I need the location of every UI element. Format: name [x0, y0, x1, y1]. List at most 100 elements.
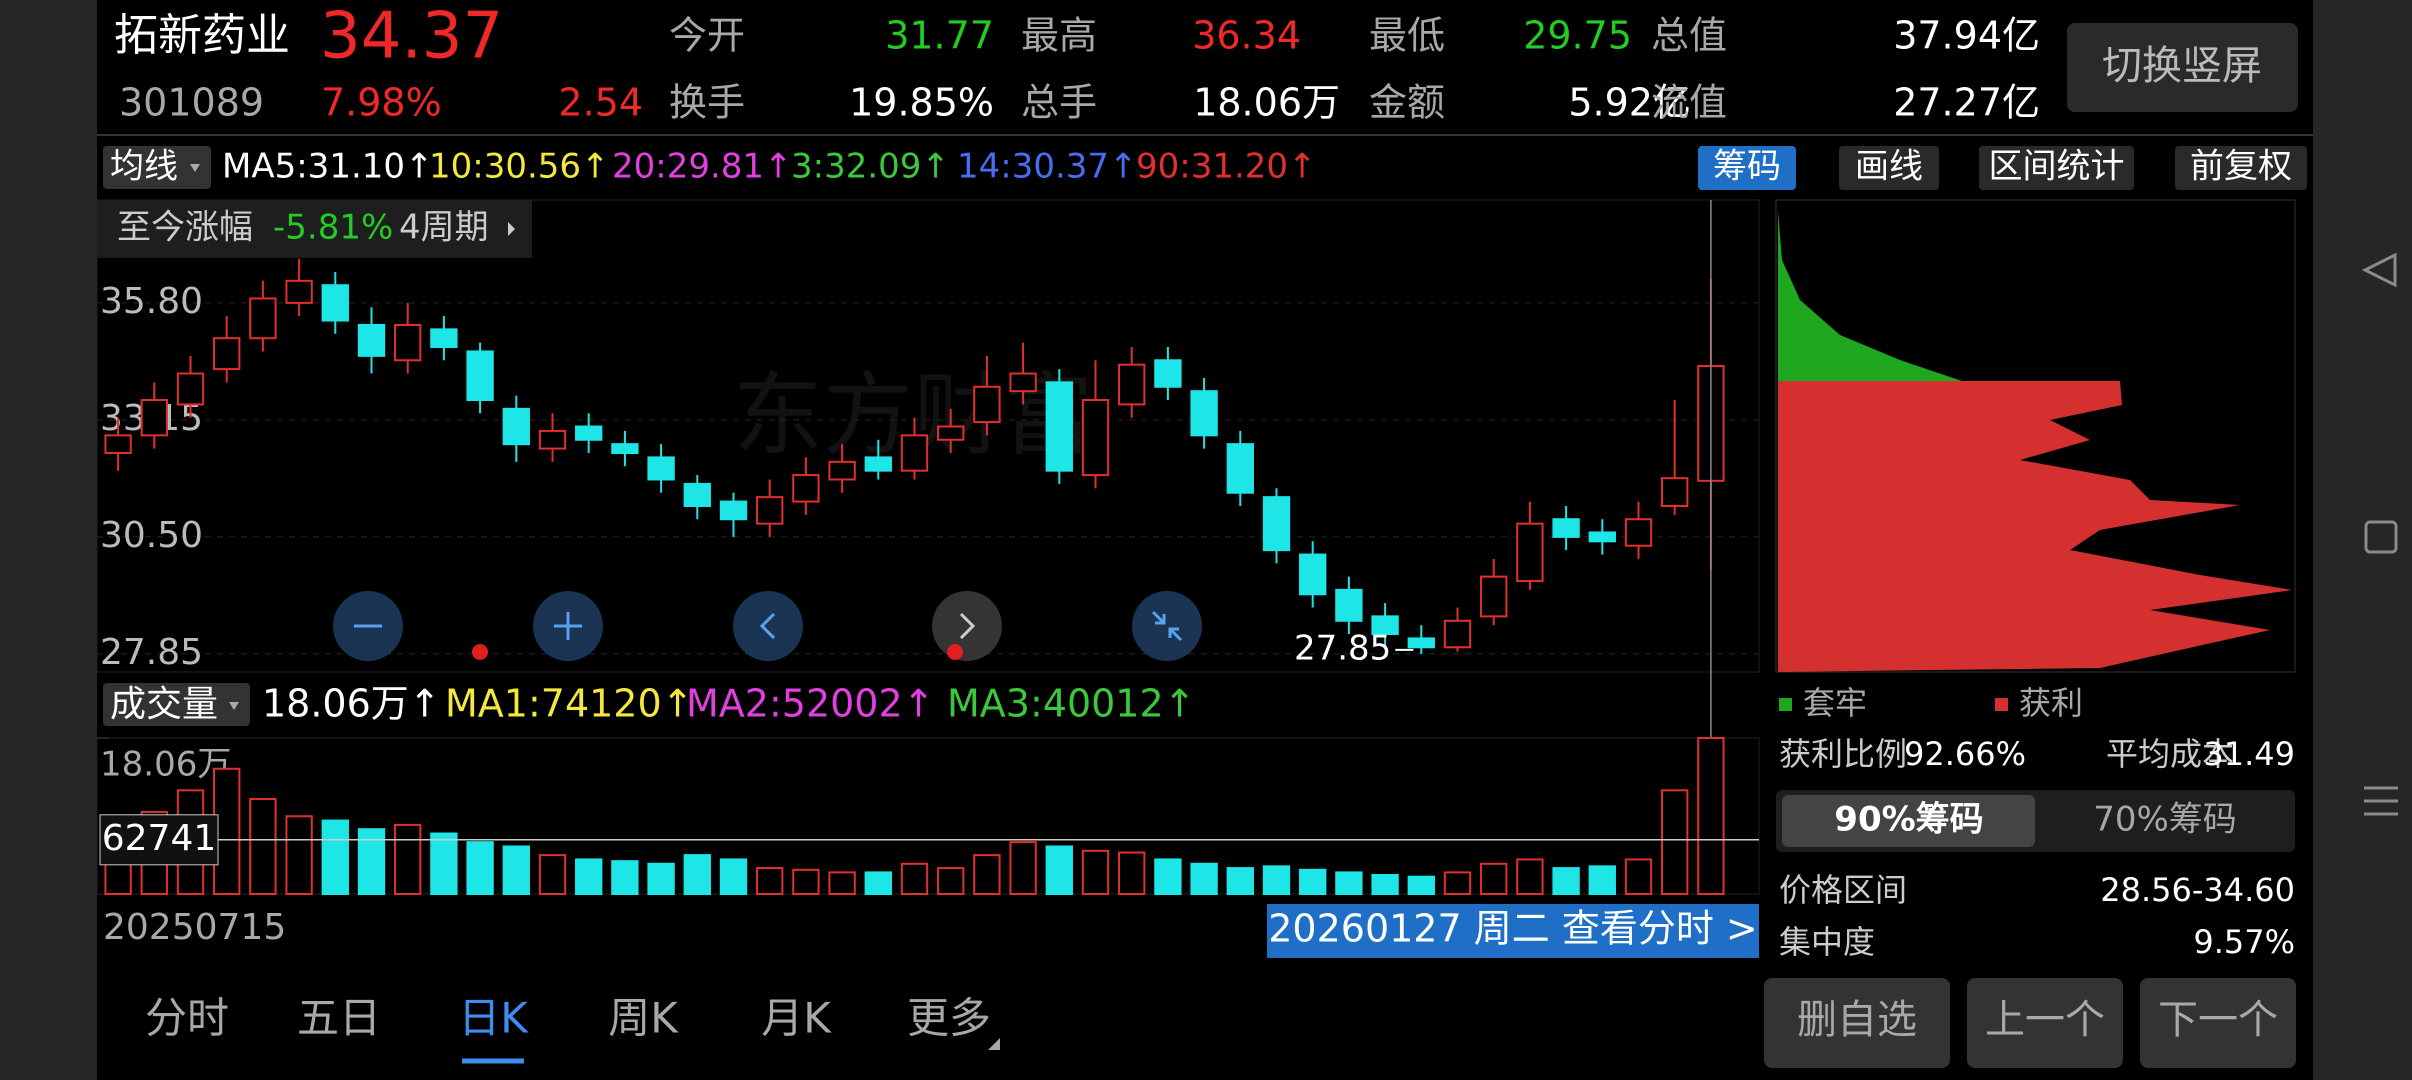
action-button[interactable]	[1764, 978, 1950, 1068]
left-bezel	[0, 0, 97, 1080]
tool-label[interactable]: 区间统计	[1989, 147, 2125, 187]
candle-body	[538, 429, 567, 450]
dropdown-icon	[229, 702, 239, 710]
candle-body	[1335, 588, 1363, 622]
more-icon	[988, 1038, 1000, 1050]
stat-value: 18.06万	[1193, 81, 1340, 125]
candle-body	[430, 328, 458, 349]
candle-body	[1081, 399, 1110, 477]
y-tick-label: 18.06万	[100, 745, 231, 785]
start-date: 20250715	[103, 907, 286, 948]
candle-body	[1443, 619, 1472, 649]
ma-legend: 14:30.37↑	[957, 147, 1138, 187]
candle-body	[321, 284, 349, 322]
tab[interactable]: 分时	[145, 994, 229, 1043]
tab[interactable]: 日K	[458, 994, 529, 1043]
tab[interactable]: 周K	[608, 994, 679, 1043]
action-label[interactable]: 下一个	[2158, 997, 2278, 1043]
volume-bar	[792, 868, 820, 896]
volume-bar	[1588, 865, 1616, 896]
candle-body	[611, 443, 639, 454]
toggle-label[interactable]: 90%筹码	[1834, 800, 1983, 840]
volume-bar	[1009, 841, 1037, 895]
candle-body	[213, 337, 241, 371]
ratio-label: 获利比例	[1779, 735, 1907, 773]
zoom-control[interactable]	[932, 591, 1002, 661]
tab[interactable]: 五日	[297, 994, 381, 1043]
volume-bar	[1335, 871, 1363, 896]
conc-value: 9.57%	[2193, 923, 2295, 961]
tool-button[interactable]	[2175, 146, 2307, 190]
volume-legend: 18.06万↑	[262, 682, 441, 726]
volume-legend: MA3:40012↑	[947, 682, 1195, 726]
action-label[interactable]: 删自选	[1797, 997, 1917, 1043]
tool-button[interactable]	[1839, 146, 1939, 190]
stat-label: 总手	[1021, 81, 1097, 125]
change-pct: 7.98%	[321, 81, 442, 125]
dropdown-icon	[190, 164, 200, 172]
volume-bar	[1154, 858, 1182, 895]
tab[interactable]: 更多	[907, 994, 991, 1043]
volume-bar	[611, 860, 639, 896]
date-box[interactable]	[1267, 904, 1759, 958]
nav-menu[interactable]	[2364, 786, 2398, 816]
volume-bar	[1697, 737, 1725, 895]
tool-button[interactable]	[1698, 146, 1796, 190]
date-link[interactable]: 20260127 周二 查看分时 >	[1268, 907, 1758, 951]
volume-bar	[1226, 867, 1254, 895]
chip-trapped	[1778, 211, 1962, 381]
control-icon	[759, 612, 776, 640]
volume-bar	[1443, 871, 1472, 896]
candle-body	[973, 385, 1001, 424]
candle-body	[756, 496, 784, 525]
stat-value: 27.27亿	[1893, 81, 2040, 125]
volume-bar	[647, 862, 675, 896]
stat-value: 31.77	[885, 14, 994, 58]
volume-bar	[430, 832, 458, 896]
volume-bar	[1045, 845, 1073, 896]
ma-button[interactable]	[103, 146, 211, 189]
volume-bar	[1262, 865, 1291, 896]
tab[interactable]: 月K	[761, 994, 832, 1043]
chip-toggle-selected[interactable]	[1782, 795, 2035, 847]
toggle-label[interactable]: 70%筹码	[2093, 800, 2237, 840]
volume-bar	[973, 854, 1001, 896]
candle-body	[285, 279, 313, 304]
volume-bar	[864, 871, 892, 896]
nav-back[interactable]	[2361, 252, 2397, 288]
legend-swatch	[1779, 698, 1792, 711]
legend-label: 套牢	[1803, 684, 1867, 722]
legend-label: 获利	[2019, 684, 2083, 722]
switch-button[interactable]	[2067, 23, 2298, 112]
ma-legend: MA5:31.10↑	[222, 147, 434, 187]
tool-label[interactable]: 画线	[1855, 147, 1923, 187]
action-label[interactable]: 上一个	[1985, 997, 2105, 1043]
action-button[interactable]	[1967, 978, 2123, 1068]
chart-frame	[96, 199, 1760, 673]
volume-bar	[1516, 858, 1544, 895]
volume-bar	[1407, 875, 1435, 895]
tool-button[interactable]	[1979, 146, 2134, 190]
stat-label: 最低	[1369, 14, 1445, 58]
volume-bar	[1552, 867, 1580, 895]
nav-home[interactable]	[2364, 520, 2398, 554]
volume-bar	[466, 841, 494, 895]
candle-body	[1588, 531, 1616, 543]
candle-body	[719, 500, 748, 521]
control-icon	[554, 612, 582, 640]
range-label: 价格区间	[1779, 871, 1907, 909]
candle-body	[647, 456, 675, 481]
candle-body	[1480, 575, 1508, 618]
candle-body	[937, 425, 965, 441]
stat-label: 最高	[1021, 14, 1097, 58]
candle-body	[1226, 443, 1254, 494]
action-button[interactable]	[2140, 978, 2296, 1068]
tool-label[interactable]: 筹码	[1713, 147, 1781, 187]
volume-button[interactable]	[103, 683, 250, 726]
zoom-control[interactable]	[1132, 591, 1202, 661]
zoom-control[interactable]	[733, 591, 803, 661]
switch-label[interactable]: 切换竖屏	[2102, 43, 2262, 89]
tool-label[interactable]: 前复权	[2190, 147, 2292, 187]
volume-bar	[756, 867, 784, 895]
